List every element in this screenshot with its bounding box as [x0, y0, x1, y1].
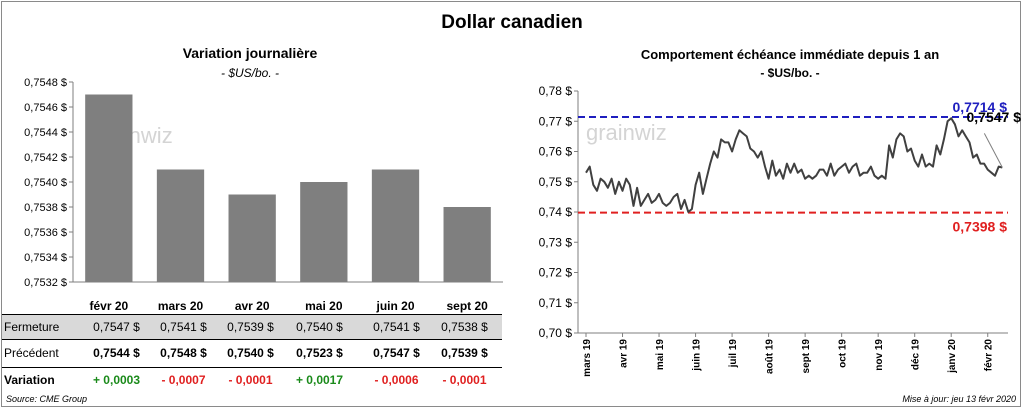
line-x-tick-label: sept 19: [801, 339, 812, 374]
table-cell: - 0,0007: [161, 373, 206, 387]
bar-y-tick-label: 0,7532 $: [24, 277, 67, 289]
line-y-tick-label: 0,74 $: [539, 205, 573, 219]
table-cell: 0,7540 $: [296, 320, 343, 334]
line-x-tick-label: juil 19: [728, 339, 739, 369]
bar: [156, 169, 205, 282]
bar: [443, 207, 491, 282]
row-label: Variation: [4, 373, 55, 387]
bar-y-tick-label: 0,7542 $: [24, 152, 67, 164]
watermark-right: grainwiz: [586, 120, 667, 145]
last-value-leader: [983, 133, 1003, 168]
left-chart-title: Variation journalière: [182, 45, 318, 61]
bar-y-tick-label: 0,7538 $: [24, 202, 67, 214]
table-cell: 0,7541 $: [160, 320, 207, 334]
line-y-tick-label: 0,78 $: [539, 84, 573, 98]
table-cell: 0,7541 $: [373, 320, 420, 334]
line-y-tick-label: 0,76 $: [539, 145, 573, 159]
table-cell: + 0,0003: [92, 373, 141, 387]
line-y-tick-label: 0,77 $: [539, 114, 573, 128]
table-cell: 0,7547 $: [93, 320, 140, 334]
line-x-tick-label: févr 20: [984, 339, 995, 372]
bar-x-tick-label: mai 20: [305, 299, 343, 313]
bar-y-tick-label: 0,7534 $: [24, 252, 67, 264]
table-cell: + 0,0017: [295, 373, 344, 387]
bar: [371, 169, 420, 282]
price-series-line: [585, 117, 1003, 213]
line-x-tick-label: déc 19: [911, 339, 922, 371]
low-label: 0,7398 $: [953, 219, 1008, 235]
line-y-tick-label: 0,73 $: [539, 235, 573, 249]
bar-x-tick-label: févr 20: [89, 299, 128, 313]
table-cell: 0,7538 $: [441, 320, 488, 334]
row-label: Fermeture: [4, 320, 60, 334]
table-cell: 0,7539 $: [227, 320, 274, 334]
bar-y-tick-label: 0,7536 $: [24, 227, 67, 239]
line-y-tick-label: 0,75 $: [539, 175, 573, 189]
line-x-tick-label: oct 19: [838, 339, 849, 368]
table-cell: - 0,0001: [228, 373, 273, 387]
last-value-label: 0,7547 $: [967, 109, 1022, 125]
high-label: 0,7714 $: [953, 99, 1008, 115]
table-cell: - 0,0006: [374, 373, 419, 387]
table-row-fermeture: Fermeture 0,7547 $ 0,7541 $ 0,7539 $ 0,7…: [2, 314, 502, 340]
source-note: Source: CME Group: [6, 394, 88, 404]
bar-x-tick-label: juin 20: [375, 299, 414, 313]
bar-x-tick-label: avr 20: [235, 299, 270, 313]
line-x-tick-label: juin 19: [692, 339, 703, 372]
line-x-tick-label: nov 19: [874, 339, 885, 371]
bar-x-tick-label: sept 20: [446, 299, 488, 313]
table-cell: 0,7548 $: [160, 346, 207, 360]
table-cell: - 0,0001: [442, 373, 487, 387]
bar-y-tick-label: 0,7546 $: [24, 102, 67, 114]
update-note: Mise à jour: jeu 13 févr 2020: [902, 394, 1016, 404]
table-cell: 0,7523 $: [296, 346, 343, 360]
table-row-variation: Variation + 0,0003 - 0,0007 - 0,0001 + 0…: [2, 367, 502, 392]
table-row-precedent: Précédent 0,7544 $ 0,7548 $ 0,7540 $ 0,7…: [2, 341, 502, 365]
table-cell: 0,7544 $: [93, 346, 140, 360]
right-chart-title: Comportement échéance immédiate depuis 1…: [640, 47, 940, 62]
bar: [300, 182, 348, 282]
left-chart-subtitle: - $US/bo. -: [220, 66, 280, 80]
row-label: Précédent: [4, 346, 59, 360]
bar-y-tick-label: 0,7540 $: [24, 177, 67, 189]
line-x-tick-label: janv 20: [947, 339, 958, 374]
bar: [85, 94, 133, 282]
bar: [228, 194, 276, 282]
table-cell: 0,7540 $: [227, 346, 274, 360]
page-title: Dollar canadien: [441, 12, 583, 33]
table-cell: 0,7547 $: [373, 346, 420, 360]
line-x-tick-label: mai 19: [655, 339, 666, 371]
line-x-tick-label: mars 19: [582, 339, 593, 377]
table-cell: 0,7539 $: [441, 346, 488, 360]
bar-y-tick-label: 0,7544 $: [24, 127, 67, 139]
bar-x-tick-label: mars 20: [158, 299, 204, 313]
bar-y-tick-label: 0,7548 $: [24, 77, 67, 89]
line-x-tick-label: avr 19: [619, 339, 630, 368]
line-y-tick-label: 0,70 $: [539, 326, 573, 340]
right-chart-subtitle: - $US/bo. -: [760, 66, 820, 80]
line-y-tick-label: 0,72 $: [539, 266, 573, 280]
line-y-tick-label: 0,71 $: [539, 296, 573, 310]
line-x-tick-label: août 19: [765, 339, 776, 374]
